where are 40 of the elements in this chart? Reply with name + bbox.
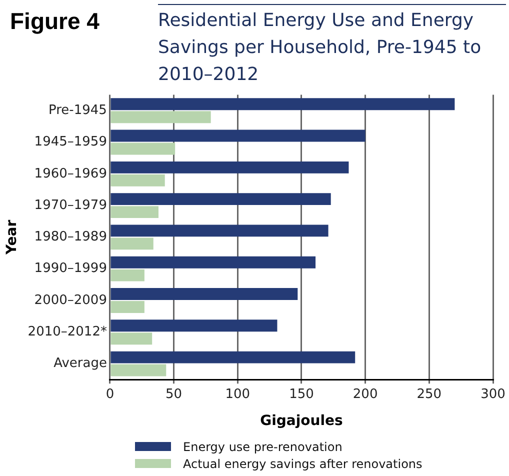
y-tick-label: 1970–1979 bbox=[34, 198, 107, 213]
bar bbox=[110, 351, 356, 364]
bar bbox=[110, 98, 455, 110]
bar bbox=[110, 269, 144, 282]
x-tick-label: 50 bbox=[166, 386, 182, 402]
bar bbox=[110, 161, 349, 174]
bar bbox=[110, 142, 176, 155]
bar bbox=[110, 301, 144, 313]
y-tick-label: 1980–1989 bbox=[34, 230, 107, 245]
x-tick-label: 200 bbox=[352, 386, 378, 402]
bar bbox=[110, 206, 158, 218]
bar bbox=[110, 130, 366, 142]
chart-title: Residential Energy Use and Energy Savings per Household, Pre-1945 to 2010–2012 bbox=[158, 4, 506, 88]
y-axis-title: Year bbox=[4, 220, 20, 256]
x-tick-label: 250 bbox=[416, 386, 442, 402]
bar bbox=[110, 193, 331, 206]
bar bbox=[110, 238, 154, 250]
bar bbox=[110, 256, 316, 268]
bar bbox=[110, 364, 166, 376]
y-tick-label: 1960–1969 bbox=[34, 166, 107, 182]
bar bbox=[110, 111, 211, 124]
bar bbox=[110, 332, 152, 345]
legend-label: Actual energy savings after renovations bbox=[183, 456, 422, 470]
y-tick-label: 1945–1959 bbox=[34, 134, 107, 150]
bar bbox=[110, 174, 165, 186]
x-tick-label: 0 bbox=[106, 386, 114, 402]
bar bbox=[110, 320, 278, 332]
x-axis-title: Gigajoules bbox=[260, 413, 343, 430]
x-tick-label: 150 bbox=[289, 386, 314, 402]
bar bbox=[110, 224, 328, 237]
caption: Figure 4 bbox=[10, 8, 100, 35]
y-tick-label: 1990–1999 bbox=[34, 261, 107, 276]
bar bbox=[110, 288, 298, 300]
y-tick-label: Pre-1945 bbox=[48, 102, 107, 118]
x-tick-label: 300 bbox=[480, 386, 506, 402]
legend-label: Energy use pre-renovation bbox=[183, 440, 342, 454]
x-tick-label: 100 bbox=[225, 386, 250, 402]
y-tick-label: 2000–2009 bbox=[34, 292, 107, 308]
y-tick-label: Average bbox=[54, 356, 107, 372]
y-tick-label: 2010–2012* bbox=[28, 324, 108, 340]
